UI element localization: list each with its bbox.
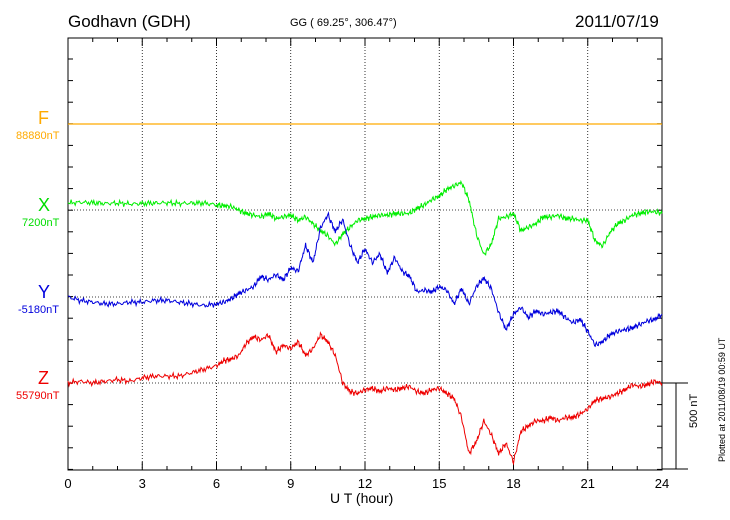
x-tick-label: 21 <box>581 476 595 491</box>
x-tick-label: 24 <box>655 476 669 491</box>
x-tick-label: 15 <box>432 476 446 491</box>
scale-bar-label: 500 nT <box>688 393 700 428</box>
x-tick-label: 3 <box>139 476 146 491</box>
station-title: Godhavn (GDH) <box>68 12 191 31</box>
x-tick-label: 9 <box>287 476 294 491</box>
series-label-y: Y <box>38 282 51 302</box>
x-tick-label: 0 <box>64 476 71 491</box>
series-traces <box>67 123 663 466</box>
baseline-label-z: 55790nT <box>16 390 60 402</box>
series-label-f: F <box>38 108 49 128</box>
series-label-x: X <box>38 195 51 215</box>
plotted-at-note: Plotted at 2011/08/19 00:59 UT <box>717 337 727 462</box>
x-tick-label: 12 <box>358 476 372 491</box>
series-label-z: Z <box>38 368 49 388</box>
grid-lines <box>141 38 589 470</box>
date-label: 2011/07/19 <box>575 12 659 31</box>
series-line-z <box>67 331 663 466</box>
series-line-x <box>67 179 663 256</box>
x-tick-label: 18 <box>506 476 520 491</box>
axis-ticks: 0 3 6 9 12 15 18 21 24 <box>64 38 669 491</box>
x-axis-label: U T (hour) <box>330 490 394 506</box>
series-line-y <box>67 211 663 348</box>
baseline-label-x: 7200nT <box>22 217 60 229</box>
station-coordinates: GG ( 69.25°, 306.47°) <box>290 17 397 29</box>
baseline-label-f: 88880nT <box>16 130 60 142</box>
baseline-label-y: -5180nT <box>18 304 59 316</box>
scale-bar <box>662 382 688 470</box>
x-tick-label: 6 <box>213 476 220 491</box>
